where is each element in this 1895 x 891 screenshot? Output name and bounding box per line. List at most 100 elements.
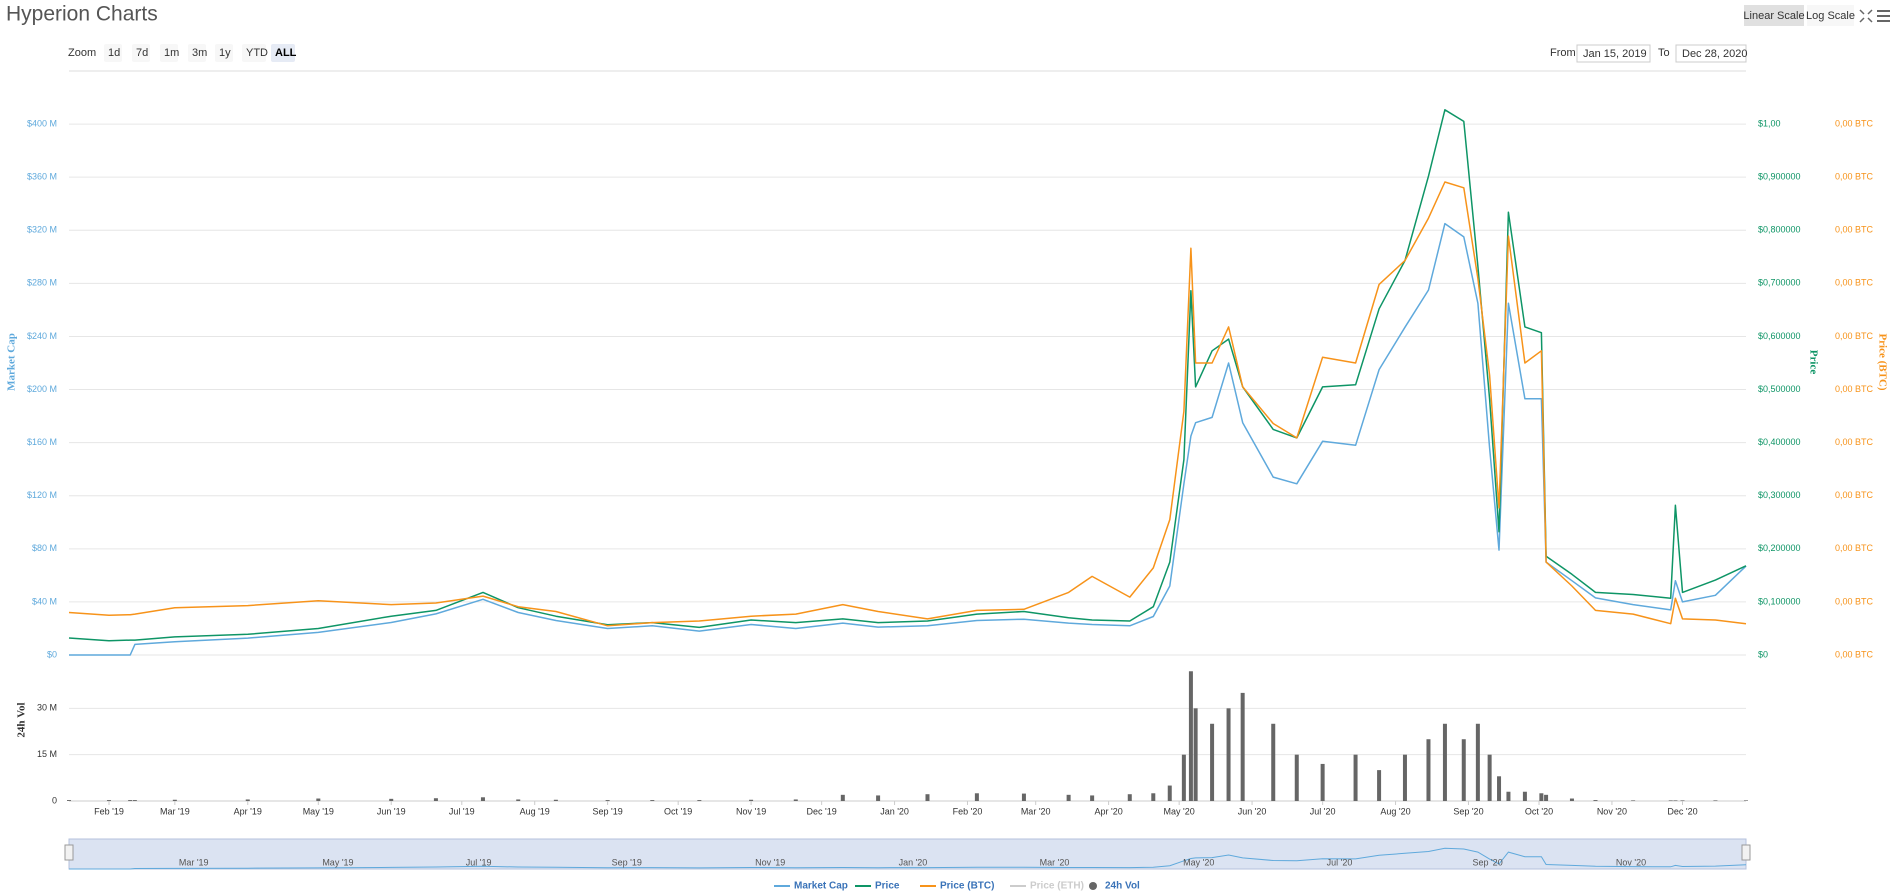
volume-bar [106,800,111,801]
y2ticks-label: $0,700000 [1758,278,1801,288]
x-tick-label: Dec '19 [807,806,837,816]
navigator-handle[interactable] [1741,844,1751,861]
scale-button[interactable] [1744,5,1804,26]
x-tick-label: Jan '20 [880,806,909,816]
fullscreen-icon[interactable] [1859,9,1873,23]
legend-label[interactable]: 24h Vol [1105,881,1140,891]
navigator-label: Mar '19 [179,857,209,867]
volume-bar [1487,754,1492,801]
volume-bar [1744,800,1748,801]
zoom-button-label[interactable]: 1y [219,47,231,59]
navigator-label: Jan '20 [899,857,928,867]
axis-title: 24h Vol [16,702,28,737]
yticks-label: $0 [47,649,57,659]
series-line [68,109,1747,642]
yticks-label: $120 M [27,490,57,500]
volume-bar [1713,800,1718,801]
navigator-label: Sep '20 [1472,857,1502,867]
x-tick-label: May '19 [303,806,334,816]
zoom-button[interactable] [215,44,233,62]
y3ticks-label: 0,00 BTC [1835,118,1874,128]
zoom-button[interactable] [188,44,206,62]
zoom-button-label[interactable]: 1d [108,47,120,59]
volume-bar [132,800,137,801]
y2ticks-label: $0,200000 [1758,543,1801,553]
to-input[interactable] [1675,44,1747,63]
navigator-handle[interactable] [64,844,74,861]
navigator-label: Jul '19 [466,857,492,867]
volume-bar [1544,794,1549,801]
volume-bar [1569,798,1574,801]
from-value[interactable]: Jan 15, 2019 [1583,48,1647,60]
volume-bar [1193,708,1198,801]
zoom-button[interactable] [104,44,122,62]
yticks-label: $360 M [27,172,57,182]
x-tick-label: Nov '20 [1597,806,1627,816]
chart-title: Hyperion Charts [6,3,158,26]
volume-bar [1271,723,1276,801]
y2ticks-label: $0,900000 [1758,172,1801,182]
scale-button-label[interactable]: Linear Scale [1743,10,1804,22]
volume-bar [840,794,845,801]
yticks-label: $400 M [27,118,57,128]
x-tick-label: May '20 [1164,806,1195,816]
zoom-button-label[interactable]: ALL [275,47,297,59]
volume-bar [1021,793,1026,801]
x-tick-label: Mar '19 [160,806,190,816]
volume-bar [245,799,250,801]
navigator-label: Nov '19 [755,857,785,867]
navigator-label: May '20 [1183,857,1214,867]
y3ticks-label: 0,00 BTC [1835,437,1874,447]
volume-bar [480,797,485,801]
x-tick-label: Jun '20 [1238,806,1267,816]
legend-label[interactable]: Price (BTC) [940,881,994,891]
legend-label[interactable]: Market Cap [794,881,848,891]
volume-bar [172,799,177,801]
zoom-label: Zoom [68,47,96,59]
volume-bar [1210,723,1215,801]
volume-bar [1475,723,1480,801]
x-tick-label: Sep '19 [592,806,622,816]
to-label: To [1658,47,1670,59]
volume-bar [697,800,702,801]
legend-label[interactable]: Price (ETH) [1030,881,1084,891]
to-value[interactable]: Dec 28, 2020 [1682,48,1747,60]
y3ticks-label: 0,00 BTC [1835,543,1874,553]
legend-label[interactable]: Price [875,881,900,891]
navigator-label: May '19 [322,857,353,867]
volume-bar [1066,794,1071,801]
yticks-label: $40 M [32,596,57,606]
volume-bar [650,800,655,801]
x-tick-label: Feb '19 [94,806,124,816]
zoom-button[interactable] [242,44,266,62]
volume-bar [433,798,438,801]
volume-bar [876,795,881,801]
series-line [68,181,1747,627]
menu-icon[interactable] [1877,10,1890,22]
y3ticks-label: 0,00 BTC [1835,596,1874,606]
zoom-button-label[interactable]: YTD [246,47,268,59]
zoom-button-label[interactable]: 7d [136,47,148,59]
volume-bar [553,799,558,801]
yticks-label: $160 M [27,437,57,447]
x-tick-label: Jul '20 [1310,806,1336,816]
navigator-label: Sep '19 [612,857,642,867]
y2ticks-label: $0,600000 [1758,331,1801,341]
volume-bar [1294,754,1299,801]
scale-button-label[interactable]: Log Scale [1806,10,1855,22]
legend-symbol[interactable] [1089,882,1097,890]
zoom-button[interactable] [132,44,150,62]
zoom-button[interactable] [271,44,295,62]
volume-bar [749,799,754,801]
scale-button[interactable] [1807,5,1854,26]
axis-title: Price [1807,350,1819,375]
zoom-button-label[interactable]: 1m [164,47,179,59]
zoom-button[interactable] [160,44,178,62]
navigator-label: Jul '20 [1327,857,1353,867]
x-tick-label: Apr '19 [234,806,262,816]
y2ticks-label: $0,300000 [1758,490,1801,500]
zoom-button-label[interactable]: 3m [192,47,207,59]
from-input[interactable] [1576,44,1651,63]
x-tick-label: Jul '19 [449,806,475,816]
